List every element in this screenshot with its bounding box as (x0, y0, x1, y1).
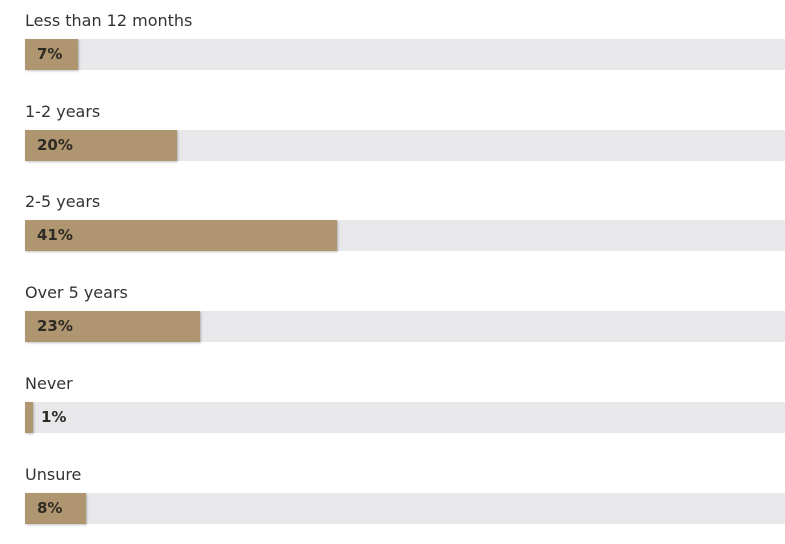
bar-track: 41% (25, 220, 785, 252)
bar-track: 20% (25, 129, 785, 161)
category-label: Unsure (25, 464, 82, 484)
bar-value-label: 20% (37, 135, 73, 154)
bar-value-label: 41% (37, 226, 73, 245)
bar-row: 1-2 years 20% (25, 91, 785, 181)
category-label: 1-2 years (25, 101, 101, 121)
bar-row: Over 5 years 23% (25, 272, 785, 362)
bar-fill (25, 39, 79, 70)
bar-track: 8% (25, 492, 785, 524)
category-label: Less than 12 months (25, 11, 193, 30)
bar-row: Never 1% (25, 363, 785, 453)
horizontal-bar-chart: Less than 12 months 7% 1-2 years 20% 2-5 yea… (25, 0, 785, 524)
bar-row: Less than 12 months 7% (25, 0, 785, 90)
bar-value-label: 1% (41, 407, 67, 426)
bar-row: Unsure 8% (25, 454, 785, 544)
bar-track: 1% (25, 401, 785, 433)
bar-fill (25, 129, 177, 161)
bar-fill (25, 401, 33, 433)
bar-track: 23% (25, 311, 785, 343)
bar-value-label: 8% (37, 498, 63, 517)
category-label: 2-5 years (25, 192, 101, 212)
category-label: Never (25, 373, 73, 393)
bar-fill (25, 311, 200, 343)
bar-fill (25, 220, 337, 252)
bar-row: 2-5 years 41% (25, 181, 785, 271)
bar-track: 7% (25, 39, 785, 70)
bar-fill (25, 492, 86, 524)
category-label: Over 5 years (25, 283, 128, 303)
bar-value-label: 23% (37, 317, 73, 336)
bar-value-label: 7% (37, 45, 63, 63)
